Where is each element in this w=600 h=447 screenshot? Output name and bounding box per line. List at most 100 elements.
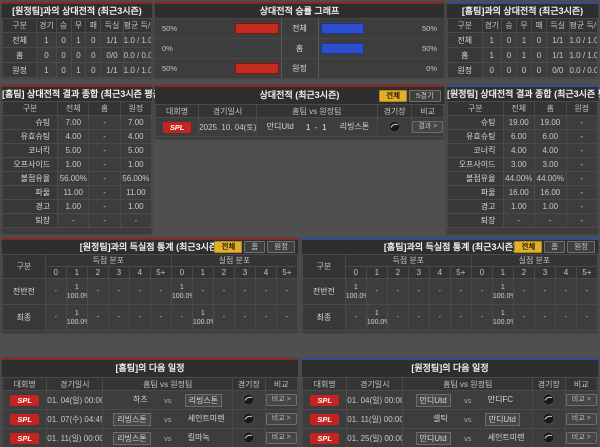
group-header: 실점 분포 (470, 254, 599, 267)
cell: 1.0 / 1.0 (122, 62, 153, 78)
compare-button[interactable]: 비교 > (566, 413, 597, 425)
stadium-icon[interactable] (542, 393, 555, 406)
cell: - (407, 278, 430, 305)
column-header: 홈 (534, 101, 567, 116)
panel-stats-home: [홈팀] 상대전적 결과 종합 (최근3시즌 평균) 구분 전체 홈 원정 슈팅 7.0… (1, 85, 164, 233)
match-date: 01. 04(일) 00:00 (346, 390, 404, 410)
column-header: 대회명 (1, 377, 48, 391)
cell: - (88, 213, 121, 228)
compare-button[interactable]: 비교 > (266, 432, 297, 444)
bar-track (192, 39, 281, 58)
chart-row-label: 원정 (280, 59, 319, 78)
stadium-icon[interactable] (242, 431, 255, 444)
league-badge: SPL (10, 432, 39, 444)
column-header: 경기장 (532, 377, 566, 391)
cell: - (449, 304, 472, 331)
cell: 4.00 (502, 143, 535, 158)
panel-title: [홈팀] 상대전적 결과 종합 (최근3시즌 평균) (2, 87, 164, 101)
cell: - (407, 304, 430, 331)
stadium-icon[interactable] (542, 431, 555, 444)
panel-schedule-home: [홈팀]의 다음 일정 대회명 경기일시 홈팀 vs 원정팀 경기장 비교 SPL 01… (1, 358, 299, 447)
cell: 1/1 (546, 47, 570, 63)
schedule-row: SPL 01. 11(일) 00:00 셀틱 vs 만디Utd 비교 > (301, 409, 599, 429)
filter-group: 전체 홈 원정 (214, 241, 295, 253)
row-label: 최종 (302, 304, 346, 331)
match-teams: 하츠 vs 리빙스톤 (104, 393, 232, 407)
cell: - (212, 278, 235, 305)
bar-track (192, 19, 281, 38)
home-team-name: 리빙스톤 (113, 412, 151, 426)
column-header: 승 (501, 18, 517, 33)
table-row: 원정 0 0 0 0 0/0 0.0 / 0.0 (447, 62, 598, 78)
league-badge: SPL (310, 432, 339, 444)
column-header: 4 (128, 266, 151, 279)
result-button[interactable]: 결과 > (412, 121, 443, 133)
compare-button[interactable]: 비교 > (266, 394, 297, 406)
column-header: 경기장 (376, 104, 413, 118)
filter-last5-button[interactable]: 5경기 (409, 89, 441, 102)
compare-button[interactable]: 비교 > (266, 413, 297, 425)
cell: - (565, 213, 598, 228)
filter-away-button[interactable]: 원정 (267, 241, 295, 253)
column-header: 0 (344, 266, 367, 279)
cell: - (565, 171, 598, 186)
cell: - (88, 199, 121, 214)
cell: 1 100.0% (491, 304, 514, 331)
match-date: 01. 04(일) 00:00 (46, 390, 104, 410)
panel-title: 상대전적 (최근3시즌) 전체 5경기 (155, 87, 444, 104)
cell: - (86, 304, 109, 331)
cell: - (88, 115, 121, 130)
stadium-icon[interactable] (242, 393, 255, 406)
cell: 44.00% (502, 171, 535, 186)
column-header: 비교 (564, 377, 599, 391)
column-header: 전체 (502, 101, 535, 116)
stadium-icon[interactable] (242, 412, 255, 425)
cell: - (428, 278, 451, 305)
home-team-name: 하츠 (132, 395, 148, 404)
stadium-icon[interactable] (388, 120, 401, 133)
cell: - (128, 278, 151, 305)
cell: - (386, 304, 409, 331)
filter-all-button[interactable]: 전체 (214, 241, 243, 253)
filter-home-button[interactable]: 홈 (544, 241, 566, 253)
cell: - (512, 304, 535, 331)
away-winrate-bar (320, 23, 364, 34)
table-row: 슈팅 7.00-7.00 (1, 115, 153, 130)
column-header: 3 (407, 266, 430, 279)
filter-away-button[interactable]: 원정 (567, 241, 595, 253)
row-label: 슈팅 (1, 115, 59, 130)
row-label: 전반전 (2, 278, 46, 305)
column-header: 경기일시 (346, 377, 404, 391)
column-header: 경기일시 (198, 104, 257, 118)
column-header: 득실 (100, 18, 124, 33)
table-row: 코너킥 5.00-5.00 (1, 143, 153, 158)
cell: 1.0 / 1.0 (568, 47, 598, 63)
cell: 44.00% (534, 171, 567, 186)
column-header: 승 (55, 18, 72, 33)
filter-all-button[interactable]: 전체 (379, 89, 408, 102)
filter-all-button[interactable]: 전체 (514, 241, 543, 253)
column-header: 무 (516, 18, 532, 33)
league-badge: SPL (310, 413, 339, 425)
table-row: 최종-1 100.0%-----1 100.0%---- (2, 304, 299, 331)
filter-home-button[interactable]: 홈 (244, 241, 266, 253)
cell: 16.00 (502, 185, 535, 200)
cell: - (365, 278, 388, 305)
compare-button[interactable]: 비교 > (566, 394, 597, 406)
compare-button[interactable]: 비교 > (566, 432, 597, 444)
cell: - (575, 304, 599, 331)
league-badge: SPL (162, 121, 192, 133)
cell: 1/1 (100, 62, 124, 78)
cell: - (44, 278, 67, 305)
cell: 0 (85, 47, 102, 63)
cell: - (533, 304, 556, 331)
filter-group: 전체 5경기 (379, 89, 441, 102)
stadium-icon[interactable] (542, 412, 555, 425)
row-label: 파울 (447, 185, 504, 200)
cell: - (88, 185, 121, 200)
row-label: 최종 (2, 304, 46, 331)
column-header: 4 (254, 266, 277, 279)
cell: 0 (531, 32, 547, 48)
column-header: 구분 (302, 254, 346, 279)
